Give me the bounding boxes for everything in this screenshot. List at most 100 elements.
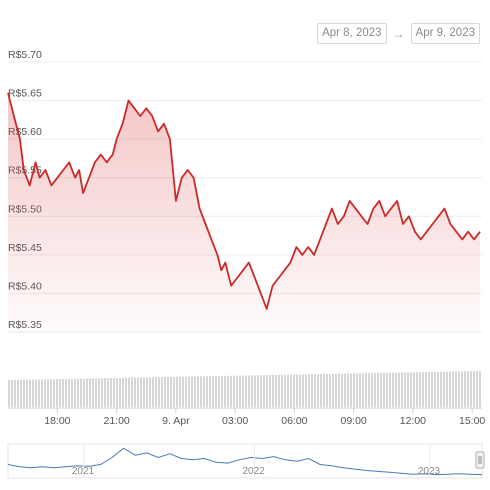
volume-bar	[167, 376, 169, 407]
navigator-labels: 2021 2022 2023	[72, 444, 441, 478]
navigator-handle[interactable]	[475, 451, 485, 469]
volume-bar	[59, 379, 61, 407]
volume-bars	[8, 371, 481, 407]
volume-bar	[158, 377, 160, 407]
volume-bar	[86, 378, 88, 407]
x-tick-label: 09:00	[340, 415, 366, 427]
volume-bar	[398, 372, 400, 407]
volume-bar	[479, 371, 481, 407]
volume-bar	[44, 379, 46, 407]
volume-bar	[449, 371, 451, 407]
volume-bar	[236, 375, 238, 407]
volume-bar	[458, 371, 460, 407]
volume-bar	[251, 375, 253, 407]
volume-bar	[134, 377, 136, 407]
volume-bar	[8, 380, 10, 407]
volume-bar	[332, 373, 334, 407]
volume-bar	[29, 379, 31, 407]
volume-bar	[380, 372, 382, 407]
volume-bar	[389, 372, 391, 407]
volume-bar	[443, 371, 445, 407]
volume-bar	[233, 375, 235, 407]
volume-bar	[11, 379, 13, 407]
x-axis: 18:00 21:00 9. Apr 03:00 06:00 09:00 12:00 15:0…	[44, 408, 485, 427]
volume-bar	[14, 379, 16, 407]
volume-bar	[287, 374, 289, 407]
navigator[interactable]: 2021 2022 2023	[7, 443, 485, 479]
navigator-year-label: 2021	[72, 466, 95, 477]
volume-bar	[80, 378, 82, 407]
volume-bar	[392, 372, 394, 407]
volume-bar	[62, 378, 64, 407]
x-tick-label: 03:00	[222, 415, 248, 427]
volume-bar	[230, 375, 232, 407]
volume-bar	[191, 376, 193, 407]
volume-bar	[305, 374, 307, 407]
volume-bar	[470, 371, 472, 407]
date-from-input[interactable]: Apr 8, 2023	[317, 23, 387, 44]
volume-bar	[203, 376, 205, 407]
volume-bar	[50, 379, 52, 407]
volume-bar	[83, 378, 85, 407]
volume-bar	[404, 372, 406, 407]
volume-bar	[476, 371, 478, 407]
volume-bar	[275, 374, 277, 407]
volume-bar	[116, 377, 118, 407]
volume-bar	[431, 371, 433, 407]
x-tick-label: 12:00	[400, 415, 426, 427]
volume-bar	[125, 377, 127, 407]
volume-bar	[353, 373, 355, 407]
volume-bar	[467, 371, 469, 407]
volume-bar	[290, 374, 292, 407]
volume-bar	[38, 379, 40, 407]
volume-bar	[218, 376, 220, 407]
volume-bar	[68, 378, 70, 407]
volume-bar	[47, 379, 49, 407]
volume-bar	[26, 379, 28, 407]
volume-bar	[248, 375, 250, 407]
volume-bar	[425, 372, 427, 407]
volume-bar	[95, 378, 97, 407]
volume-bar	[293, 374, 295, 407]
volume-bar	[101, 378, 103, 407]
volume-bar	[32, 379, 34, 407]
volume-bar	[473, 371, 475, 407]
volume-bar	[98, 378, 100, 407]
date-range-selector: Apr 8, 2023 → Apr 9, 2023	[317, 23, 480, 44]
volume-bar	[224, 375, 226, 407]
y-tick-label: R$5.70	[8, 49, 42, 61]
x-tick-label: 15:00	[459, 415, 485, 427]
volume-bar	[41, 379, 43, 407]
volume-bar	[92, 378, 94, 407]
volume-bar	[128, 377, 130, 407]
volume-bar	[296, 374, 298, 407]
date-to-input[interactable]: Apr 9, 2023	[410, 23, 480, 44]
volume-bar	[428, 372, 430, 407]
volume-bar	[197, 376, 199, 407]
price-area	[8, 92, 480, 333]
volume-bar	[56, 379, 58, 407]
volume-bar	[182, 376, 184, 407]
volume-bar	[176, 376, 178, 407]
volume-bar	[422, 372, 424, 407]
x-tick-label: 06:00	[281, 415, 307, 427]
y-tick-label: R$5.65	[8, 88, 42, 100]
volume-bar	[413, 372, 415, 407]
volume-bar	[359, 373, 361, 407]
volume-bar	[374, 373, 376, 407]
volume-bar	[371, 373, 373, 407]
volume-bar	[437, 371, 439, 407]
volume-bar	[65, 378, 67, 407]
x-tick-label: 9. Apr	[162, 415, 190, 427]
navigator-year-label: 2023	[418, 466, 441, 477]
volume-bar	[395, 372, 397, 407]
volume-bar	[215, 376, 217, 407]
volume-bar	[17, 379, 19, 407]
navigator-year-label: 2022	[242, 466, 265, 477]
volume-bar	[188, 376, 190, 407]
volume-bar	[356, 373, 358, 407]
volume-bar	[410, 372, 412, 407]
volume-bar	[434, 371, 436, 407]
volume-bar	[140, 377, 142, 407]
